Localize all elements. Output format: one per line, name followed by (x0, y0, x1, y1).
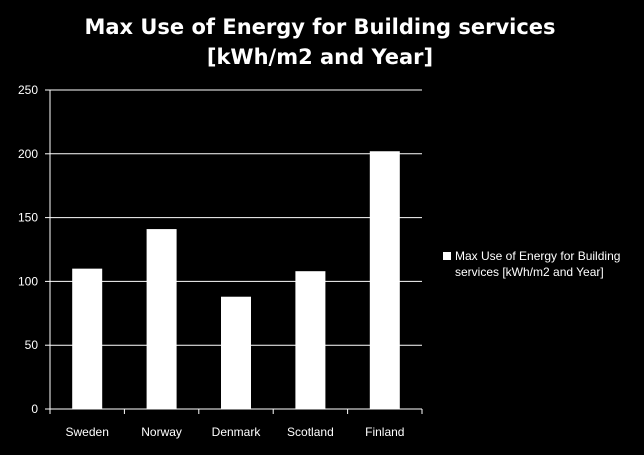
x-tick-label: Norway (141, 425, 182, 439)
legend-label: Max Use of Energy for Building services … (455, 249, 621, 279)
y-tick-label: 200 (18, 147, 38, 161)
x-tick-label: Scotland (287, 425, 334, 439)
y-tick-label: 50 (25, 338, 39, 352)
y-tick-label: 0 (31, 402, 38, 416)
y-tick-label: 250 (18, 83, 38, 97)
bar-finland (369, 151, 400, 410)
bar-norway (146, 229, 177, 409)
x-tick-label: Denmark (212, 425, 262, 439)
bar-scotland (295, 271, 326, 409)
chart-title-line-1: Max Use of Energy for Building services (84, 15, 556, 39)
chart-title-line-2: [kWh/m2 and Year] (206, 45, 434, 69)
legend-swatch (443, 252, 451, 260)
y-tick-label: 100 (18, 274, 38, 288)
x-tick-label: Sweden (66, 425, 109, 439)
x-tick-label: Finland (365, 425, 404, 439)
y-tick-label: 150 (18, 211, 38, 225)
chart-title: Max Use of Energy for Building services … (20, 12, 620, 72)
bar-sweden (72, 268, 103, 409)
chart-legend: Max Use of Energy for Building services … (443, 248, 638, 280)
bar-denmark (221, 296, 251, 409)
